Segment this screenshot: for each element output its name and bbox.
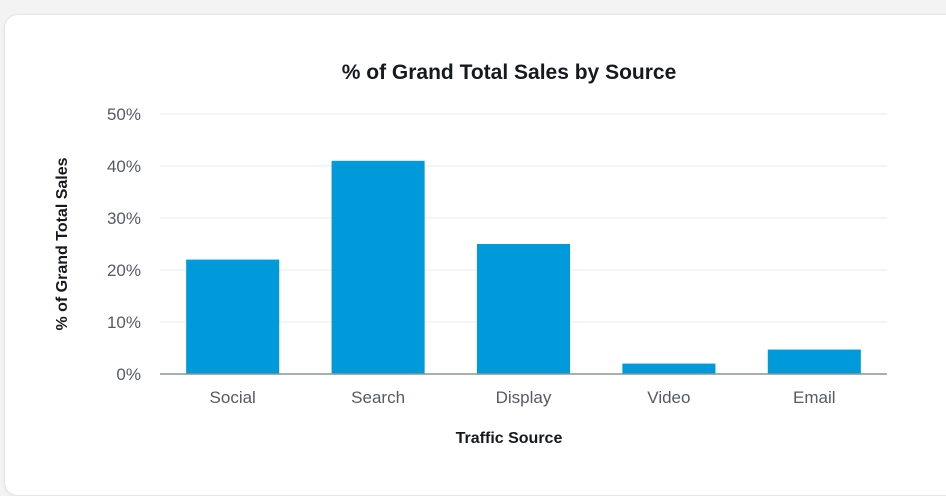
x-tick-label: Email xyxy=(793,388,836,407)
y-tick-label: 0% xyxy=(116,365,141,384)
y-axis-ticks: 0% 10% 20% 30% 40% 50% xyxy=(107,105,141,384)
bar-chart: % of Grand Total Sales by Source 0% 10% 20… xyxy=(54,61,887,447)
x-axis-title: Traffic Source xyxy=(456,430,563,447)
bar-email[interactable] xyxy=(767,349,861,374)
bar-display[interactable] xyxy=(476,244,571,374)
bar-video[interactable] xyxy=(622,363,716,374)
bar-social[interactable] xyxy=(186,259,280,374)
bar-search[interactable] xyxy=(331,160,425,374)
x-tick-label: Display xyxy=(496,388,552,407)
x-tick-label: Video xyxy=(647,388,690,407)
x-axis-ticks: Social Search Display Video Email xyxy=(210,388,836,407)
x-tick-label: Social xyxy=(210,388,256,407)
chart-card xyxy=(4,14,946,496)
x-tick-label: Search xyxy=(351,388,405,407)
y-tick-label: 20% xyxy=(107,261,141,280)
bars xyxy=(186,160,861,374)
y-tick-label: 50% xyxy=(107,105,141,124)
y-tick-label: 30% xyxy=(107,209,141,228)
chart-title: % of Grand Total Sales by Source xyxy=(342,61,677,84)
y-axis-title: % of Grand Total Sales xyxy=(54,157,71,330)
y-tick-label: 40% xyxy=(107,157,141,176)
y-tick-label: 10% xyxy=(107,313,141,332)
